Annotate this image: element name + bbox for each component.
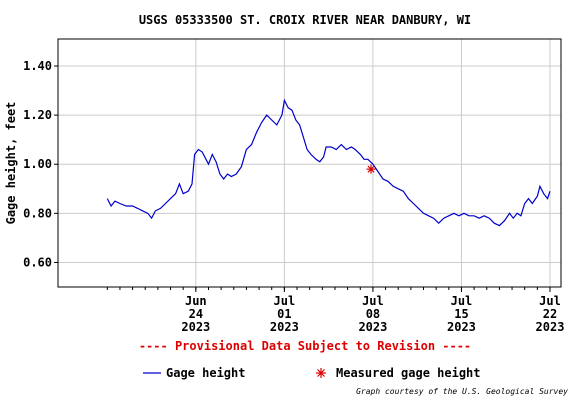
- x-tick-label: 2023: [536, 320, 565, 334]
- x-tick-label: 01: [277, 307, 291, 321]
- measured-gage-height-point: [366, 164, 376, 174]
- y-tick-label: 1.20: [23, 108, 52, 122]
- x-tick-label: 22: [543, 307, 557, 321]
- provisional-note: ---- Provisional Data Subject to Revisio…: [139, 339, 471, 353]
- x-tick-label: 2023: [447, 320, 476, 334]
- series-layer: [106, 98, 551, 227]
- x-tick-label: 2023: [181, 320, 210, 334]
- x-tick-label: 15: [454, 307, 468, 321]
- x-tick-label: Jul: [362, 294, 384, 308]
- x-axis-ticks: Jun242023Jul012023Jul082023Jul152023Jul2…: [106, 287, 565, 334]
- x-tick-label: Jun: [185, 294, 207, 308]
- x-tick-label: 24: [189, 307, 203, 321]
- y-tick-label: 1.00: [23, 157, 52, 171]
- chart-title: USGS 05333500 ST. CROIX RIVER NEAR DANBU…: [139, 13, 471, 27]
- y-tick-label: 1.40: [23, 59, 52, 73]
- legend-measured-gage-height: Measured gage height: [336, 366, 481, 380]
- series-line-gage-height: [106, 98, 551, 227]
- x-tick-label: 2023: [270, 320, 299, 334]
- legend-gage-height: Gage height: [166, 366, 245, 380]
- legend-asterisk-icon: [316, 368, 326, 378]
- plot-area: [57, 38, 562, 288]
- credit-text: Graph courtesy of the U.S. Geological Su…: [356, 387, 568, 396]
- x-tick-label: Jul: [451, 294, 473, 308]
- x-tick-label: 2023: [358, 320, 387, 334]
- y-axis-label: Gage height, feet: [4, 102, 18, 225]
- x-tick-label: Jul: [274, 294, 296, 308]
- x-tick-label: Jul: [539, 294, 561, 308]
- grid: [58, 39, 561, 287]
- y-tick-label: 0.60: [23, 255, 52, 269]
- y-axis-ticks: 0.60 0.80 1.00 1.20 1.40: [23, 59, 58, 269]
- asterisk-stroke: [367, 165, 375, 173]
- y-tick-label: 0.80: [23, 206, 52, 220]
- x-tick-label: 08: [366, 307, 380, 321]
